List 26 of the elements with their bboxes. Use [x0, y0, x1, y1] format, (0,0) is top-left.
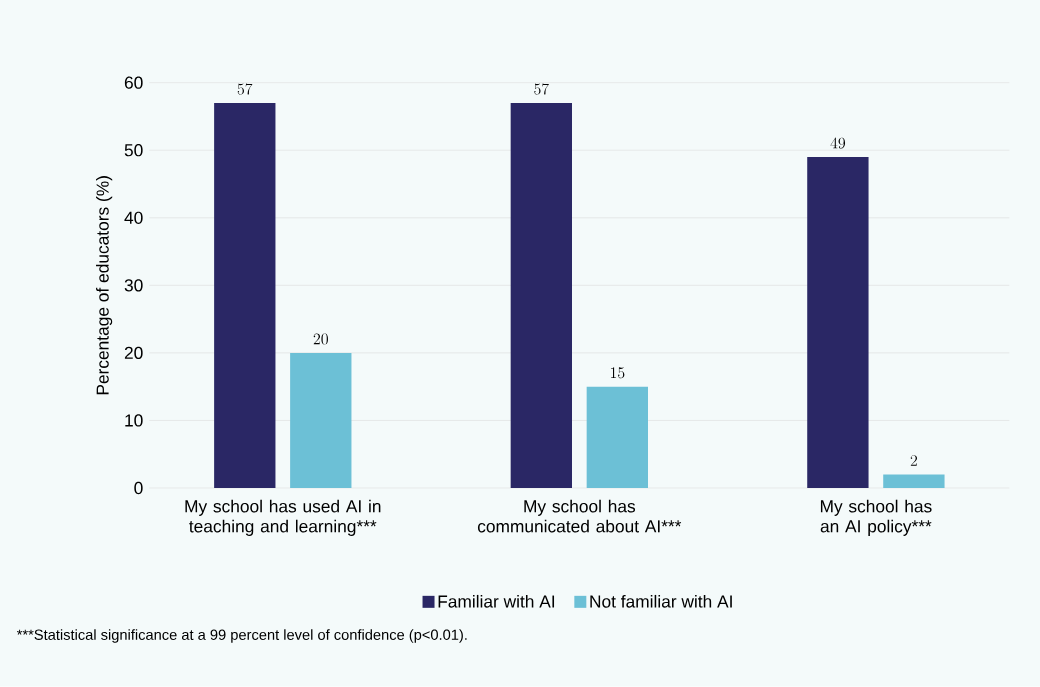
y-tick-label: 50: [124, 144, 143, 157]
bar: [290, 353, 352, 489]
data-label: 15: [610, 367, 625, 379]
y-tick-label: 0: [134, 482, 143, 495]
data-label: 49: [830, 137, 846, 149]
x-tick-label: My school has used AI in teaching and learning***: [185, 499, 381, 537]
bar: [807, 157, 869, 489]
y-tick-label: 40: [124, 211, 143, 225]
bar: [883, 474, 945, 489]
x-tick-label: My school has communicated about AI***: [477, 499, 682, 533]
y-tick-label: 20: [124, 346, 143, 360]
legend-label: Familiar with AI: [438, 595, 555, 608]
data-label: 57: [534, 83, 549, 95]
y-tick-label: 60: [124, 76, 143, 89]
data-label: 57: [237, 83, 253, 95]
data-label: 2: [910, 455, 918, 466]
data-label: 20: [313, 333, 328, 345]
bar: [214, 103, 276, 489]
y-tick-label: 10: [125, 414, 143, 427]
bar: [510, 103, 572, 489]
x-tick-label: My school has an AI policy***: [820, 499, 932, 537]
bar: [586, 386, 648, 489]
legend-label: Not familiar with AI: [590, 595, 732, 608]
y-tick-label: 30: [124, 279, 143, 292]
text: ***Statistical significance at a 99 percent level of confidence (p<0.01).: [16, 629, 467, 643]
y-axis-title: Percentage of educators (%): [96, 176, 113, 395]
